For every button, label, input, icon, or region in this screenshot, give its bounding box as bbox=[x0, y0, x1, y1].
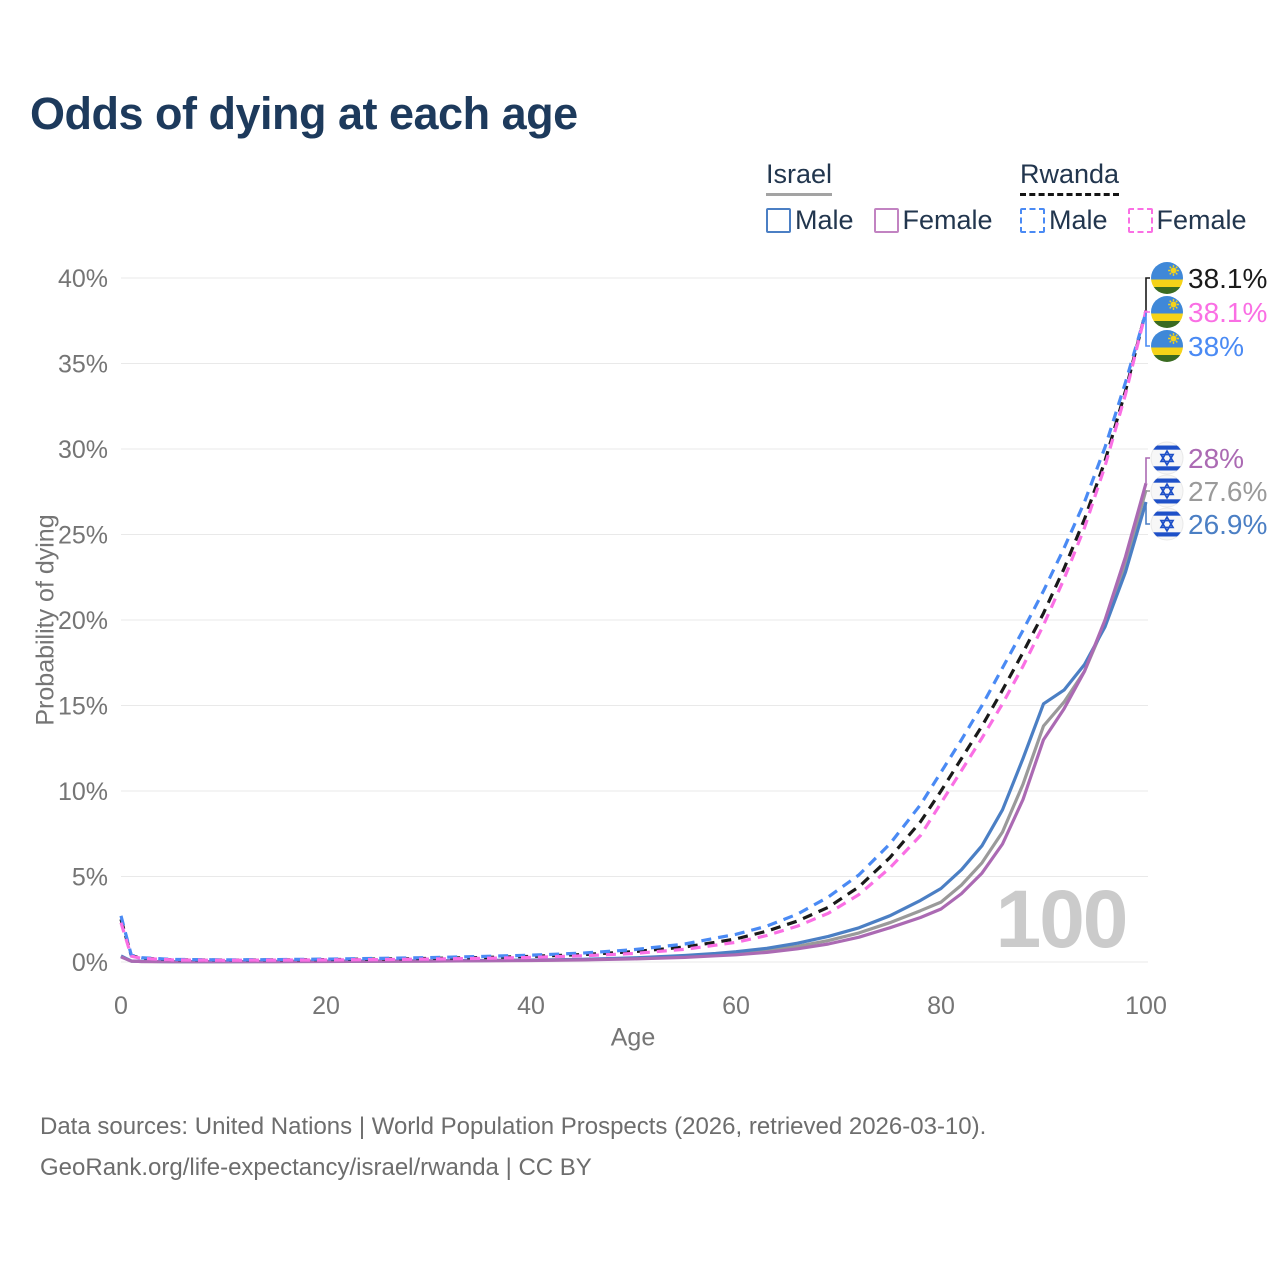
legend-item-label: Male bbox=[1049, 205, 1108, 235]
rwanda-flag-icon bbox=[1151, 296, 1183, 328]
series-line-rwanda-male bbox=[119, 311, 1148, 962]
label-connector bbox=[1145, 490, 1150, 492]
label-connector bbox=[1145, 457, 1150, 484]
israel-flag-icon bbox=[1150, 441, 1184, 475]
x-axis-title: Age bbox=[610, 1023, 656, 1052]
legend-item-israel-male[interactable]: Male bbox=[766, 205, 854, 236]
legend-item-rwanda-male[interactable]: Male bbox=[1020, 205, 1108, 236]
x-tick-label: 60 bbox=[722, 992, 750, 1020]
series-line-israel-female bbox=[120, 482, 1148, 964]
series-end-label: 27.6% bbox=[1188, 476, 1267, 507]
legend-swatch-icon bbox=[1127, 208, 1153, 233]
legend-swatch-icon bbox=[766, 208, 791, 233]
label-connector bbox=[1145, 502, 1150, 525]
x-tick-label: 80 bbox=[927, 992, 955, 1020]
age-watermark: 100 bbox=[995, 874, 1129, 965]
legend-group-title: Israel bbox=[766, 159, 833, 196]
series-line-rwanda-female bbox=[119, 310, 1148, 962]
legend-item-israel-female[interactable]: Female bbox=[873, 205, 993, 236]
x-tick-label: 20 bbox=[312, 992, 340, 1020]
footer-line-2: GeoRank.org/life-expectancy/israel/rwand… bbox=[40, 1154, 592, 1181]
y-tick-label: 5% bbox=[72, 864, 108, 892]
series-line-israel-male bbox=[120, 501, 1148, 964]
series-end-label: 26.9% bbox=[1188, 509, 1267, 540]
israel-flag-icon bbox=[1150, 507, 1184, 541]
y-tick-label: 0% bbox=[72, 949, 108, 977]
legend-item-label: Female bbox=[1156, 205, 1247, 235]
label-connector bbox=[1145, 277, 1150, 311]
series-line-rwanda-combined bbox=[119, 310, 1148, 962]
rwanda-flag-icon bbox=[1151, 330, 1183, 362]
y-tick-label: 15% bbox=[58, 693, 108, 721]
y-tick-label: 30% bbox=[58, 436, 108, 464]
x-tick-label: 100 bbox=[1125, 992, 1167, 1020]
israel-flag-icon bbox=[1150, 474, 1184, 508]
y-tick-label: 25% bbox=[58, 522, 108, 550]
series-end-label: 38% bbox=[1188, 331, 1244, 362]
series-end-label: 38.1% bbox=[1188, 297, 1267, 328]
data-sources-footer: Data sources: United Nations | World Pop… bbox=[40, 1106, 986, 1188]
legend-group-rwanda: Rwanda Male Female bbox=[1020, 159, 1247, 236]
label-connector bbox=[1145, 312, 1150, 347]
legend-item-label: Male bbox=[795, 205, 854, 235]
series-line-israel-combined bbox=[120, 489, 1148, 964]
label-connector bbox=[1145, 310, 1150, 313]
y-axis-title: Probability of dying bbox=[31, 514, 60, 726]
y-tick-label: 10% bbox=[58, 778, 108, 806]
page-title: Odds of dying at each age bbox=[30, 88, 578, 139]
legend-item-label: Female bbox=[902, 205, 993, 235]
series-end-label: 38.1% bbox=[1188, 263, 1267, 294]
x-tick-label: 40 bbox=[517, 992, 545, 1020]
y-tick-label: 40% bbox=[58, 265, 108, 293]
y-tick-label: 20% bbox=[58, 607, 108, 635]
rwanda-flag-icon bbox=[1151, 262, 1183, 294]
legend-group-title: Rwanda bbox=[1020, 159, 1120, 196]
series-end-label: 28% bbox=[1188, 443, 1244, 474]
legend-item-rwanda-female[interactable]: Female bbox=[1127, 205, 1247, 236]
legend-swatch-icon bbox=[873, 208, 899, 233]
x-tick-label: 0 bbox=[114, 992, 128, 1020]
legend-swatch-icon bbox=[1020, 208, 1045, 233]
legend-group-israel: Israel Male Female bbox=[766, 159, 993, 236]
y-tick-label: 35% bbox=[58, 351, 108, 379]
footer-line-1: Data sources: United Nations | World Pop… bbox=[40, 1113, 987, 1140]
